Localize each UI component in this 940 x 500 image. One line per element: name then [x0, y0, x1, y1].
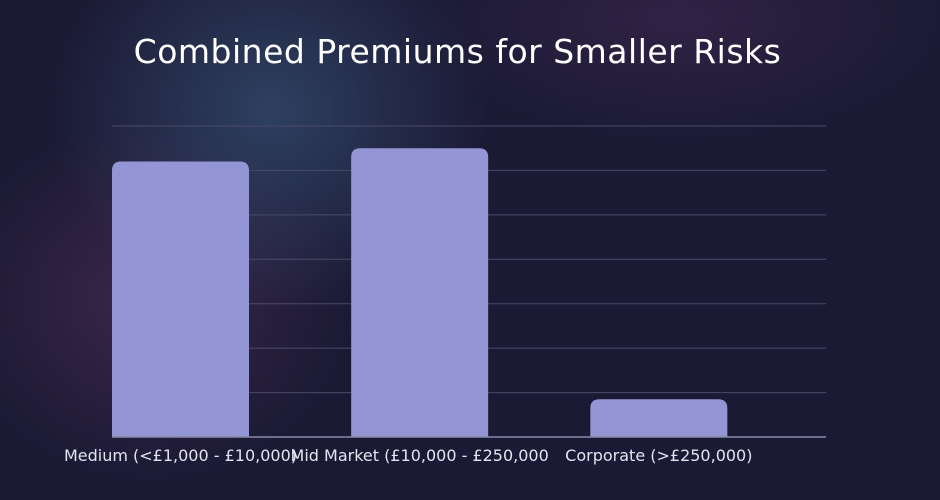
- x-tick-label: Medium (<£1,000 - £10,000): [64, 446, 297, 465]
- bar-3: [590, 399, 728, 437]
- bar-2: [351, 148, 489, 437]
- chart-title: Combined Premiums for Smaller Risks: [133, 32, 782, 71]
- x-tick-label: Mid Market (£10,000 - £250,000: [291, 446, 549, 465]
- tick-labels: Medium (<£1,000 - £10,000)Mid Market (£1…: [64, 446, 753, 465]
- bars: [112, 148, 728, 438]
- bar-1: [112, 161, 249, 438]
- x-tick-label: Corporate (>£250,000): [565, 446, 752, 465]
